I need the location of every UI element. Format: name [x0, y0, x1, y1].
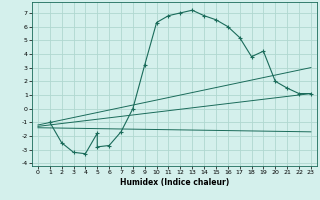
- X-axis label: Humidex (Indice chaleur): Humidex (Indice chaleur): [120, 178, 229, 187]
